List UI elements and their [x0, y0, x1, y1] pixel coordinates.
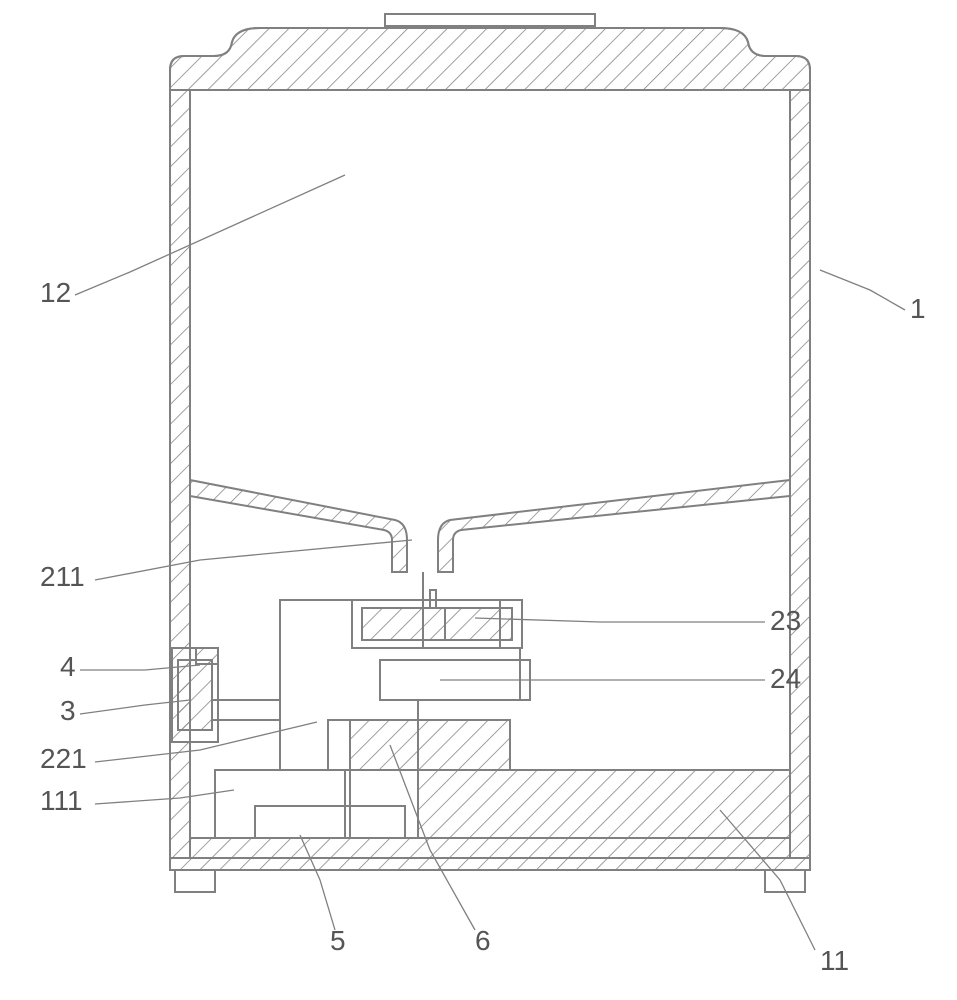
- callout-label: 1: [910, 293, 926, 324]
- callout-label: 4: [60, 651, 76, 682]
- callout-label: 11: [820, 945, 849, 976]
- callout-label: 111: [40, 785, 83, 816]
- callout-label: 23: [770, 605, 801, 636]
- callout-label: 221: [40, 743, 87, 774]
- callout-label: 5: [330, 925, 346, 956]
- callout-label: 24: [770, 663, 801, 694]
- callout-label: 6: [475, 925, 491, 956]
- callout-label: 12: [40, 277, 71, 308]
- callout-label: 211: [40, 561, 85, 592]
- callout-label: 3: [60, 695, 76, 726]
